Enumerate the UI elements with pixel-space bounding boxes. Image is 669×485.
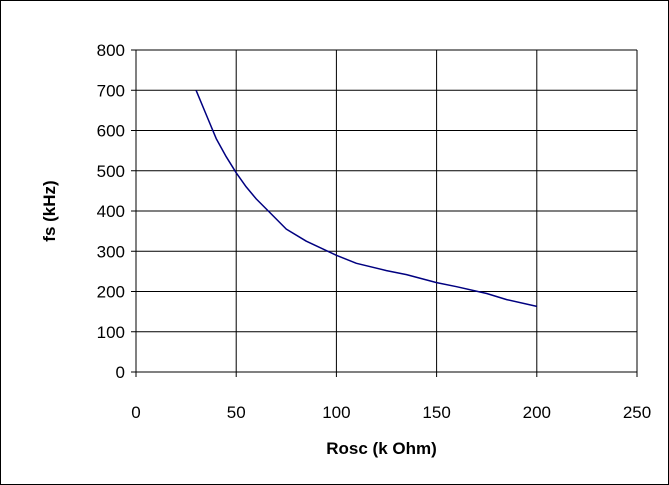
y-tick-label: 500: [97, 162, 125, 181]
y-tick-label: 300: [97, 242, 125, 261]
y-tick-label: 100: [97, 323, 125, 342]
tick-labels: 0 100 200 300 400 500 600 700 800 0 50 100 150 200 250: [97, 41, 652, 422]
series-layer: [195, 90, 537, 308]
y-tick-label: 400: [97, 202, 125, 221]
grid: [136, 49, 638, 372]
x-tick-label: 0: [131, 403, 140, 422]
y-tick-label: 600: [97, 122, 125, 141]
y-tick-label: 700: [97, 81, 125, 100]
series-line: [195, 90, 537, 308]
y-tick-label: 800: [97, 41, 125, 60]
x-tick-label: 50: [227, 403, 246, 422]
x-axis-title: Rosc (k Ohm): [326, 439, 437, 458]
y-axis-title: fs (kHz): [40, 180, 59, 241]
y-tick-label: 0: [116, 363, 125, 382]
x-tick-label: 200: [523, 403, 551, 422]
y-tick-label: 200: [97, 283, 125, 302]
x-tick-label: 100: [322, 403, 350, 422]
x-tick-label: 250: [623, 403, 651, 422]
axes: [131, 49, 638, 377]
x-tick-label: 150: [422, 403, 450, 422]
